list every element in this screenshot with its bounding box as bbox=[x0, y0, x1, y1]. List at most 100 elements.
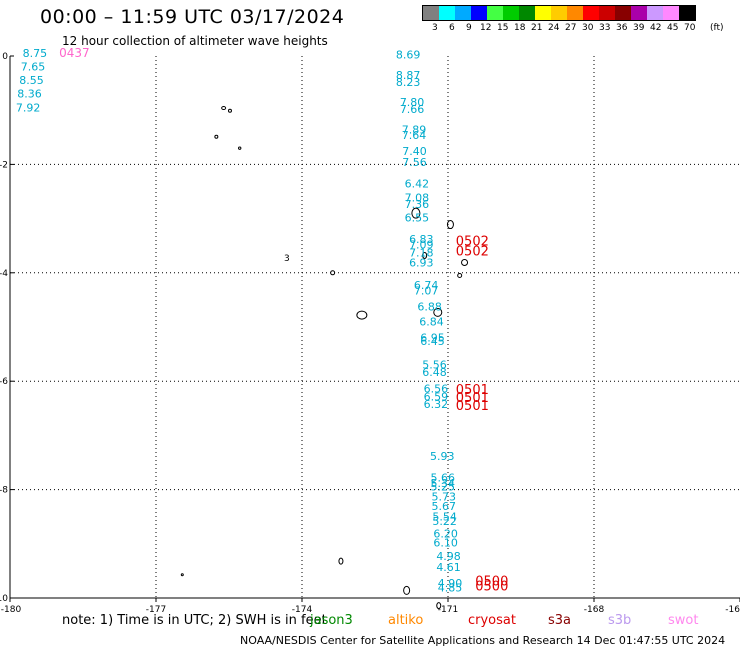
y-tick-label: -8 bbox=[0, 486, 8, 496]
legend-swatch bbox=[423, 6, 439, 20]
wave-height-label: 8.87 bbox=[396, 69, 421, 82]
map-title: 00:00 – 11:59 UTC 03/17/2024 bbox=[40, 6, 345, 28]
island-outline bbox=[330, 270, 336, 276]
wave-height-label: 5.93 bbox=[430, 450, 455, 463]
wave-height-label: 7.08 bbox=[405, 191, 430, 204]
legend-label: 36 bbox=[616, 23, 628, 33]
island-outline bbox=[238, 146, 242, 150]
legend-swatch bbox=[567, 6, 583, 20]
wave-height-label: 8.75 bbox=[23, 47, 48, 60]
island-outline bbox=[461, 259, 469, 267]
island-outline bbox=[446, 220, 454, 230]
wave-height-label: 6.93 bbox=[409, 256, 434, 269]
legend-unit: (ft) bbox=[710, 23, 724, 33]
wave-height-label: 7.09 bbox=[409, 238, 434, 251]
legend-swatch bbox=[679, 6, 695, 20]
island-outline bbox=[180, 573, 184, 577]
wave-height-label: 6.45 bbox=[420, 335, 445, 348]
legend-label: 39 bbox=[633, 23, 645, 33]
wave-height-label: 8.55 bbox=[19, 74, 44, 87]
island-outline bbox=[403, 585, 411, 595]
legend-swatch bbox=[663, 6, 679, 20]
wave-height-label: 6.55 bbox=[405, 211, 430, 224]
time-label: 0501 bbox=[456, 383, 489, 398]
y-tick-label: 0 bbox=[2, 52, 8, 62]
x-tick-label: -168 bbox=[584, 605, 605, 615]
legend-label: 6 bbox=[449, 23, 455, 33]
legend-label: 18 bbox=[514, 23, 526, 33]
island-outline bbox=[433, 307, 443, 317]
satellite-swot: swot bbox=[668, 613, 699, 628]
legend-labels: 3 6 9 12 15 18 21 24 27 30 33 36 39 42 45 70 (ft) bbox=[422, 21, 724, 35]
time-label: 0500 bbox=[475, 579, 508, 594]
wave-height-label: 5.66 bbox=[430, 471, 455, 484]
wave-height-label: 7.56 bbox=[402, 156, 427, 169]
wave-height-label: 6.32 bbox=[424, 398, 449, 411]
island-outline bbox=[356, 310, 368, 320]
wave-height-legend: 3 6 9 12 15 18 21 24 27 30 33 36 39 42 45 70 (ft) bbox=[422, 5, 724, 35]
satellite-s3b: s3b bbox=[608, 613, 632, 628]
wave-height-label: 7.92 bbox=[16, 101, 41, 114]
island-outline bbox=[411, 207, 421, 219]
time-label: 0500 bbox=[475, 575, 508, 590]
wave-height-label: 5.67 bbox=[431, 500, 456, 513]
wave-height-label: 8.23 bbox=[396, 76, 421, 89]
map-subtitle: 12 hour collection of altimeter wave hei… bbox=[62, 34, 328, 48]
wave-height-label: 7.80 bbox=[400, 96, 425, 109]
wave-height-label: 6.20 bbox=[433, 527, 458, 540]
legend-swatch bbox=[631, 6, 647, 20]
wave-height-label: 7.89 bbox=[402, 124, 427, 137]
legend-label: 30 bbox=[582, 23, 594, 33]
legend-label: 70 bbox=[684, 23, 696, 33]
credit-line: NOAA/NESDIS Center for Satellite Applica… bbox=[240, 634, 726, 647]
legend-label: 45 bbox=[667, 23, 679, 33]
satellite-s3a: s3a bbox=[548, 613, 572, 628]
x-tick-label: -180 bbox=[1, 605, 22, 615]
wave-height-label: 6.74 bbox=[414, 279, 439, 292]
island-outline bbox=[221, 106, 227, 111]
x-tick-label: -177 bbox=[146, 605, 166, 615]
wave-height-label: 4.61 bbox=[436, 561, 461, 574]
wave-height-label: 8.36 bbox=[17, 88, 42, 101]
legend-label: 21 bbox=[531, 23, 543, 33]
legend-swatch bbox=[615, 6, 631, 20]
legend-label: 24 bbox=[548, 23, 560, 33]
x-tick-label: -171 bbox=[438, 605, 458, 615]
island-outline bbox=[457, 273, 463, 279]
legend-label: 33 bbox=[599, 23, 611, 33]
island-outline bbox=[436, 602, 442, 610]
legend-swatch bbox=[439, 6, 455, 20]
legend-label: 27 bbox=[565, 23, 577, 33]
time-label: 0502 bbox=[456, 235, 489, 250]
satellite-cryosat: cryosat bbox=[468, 613, 516, 628]
wave-height-label: 6.48 bbox=[422, 366, 447, 379]
wave-height-label: 5.25 bbox=[430, 481, 455, 494]
wave-height-label: 6.59 bbox=[424, 391, 449, 404]
footer-note: note: 1) Time is in UTC; 2) SWH is in fe… bbox=[62, 613, 327, 628]
time-label-pink: 0437 bbox=[59, 46, 90, 60]
legend-label: 15 bbox=[497, 23, 509, 33]
wave-height-label: 5.54 bbox=[432, 510, 457, 523]
wave-height-label: 5.73 bbox=[431, 490, 456, 503]
island-outline bbox=[338, 557, 344, 565]
wave-height-label: 4.85 bbox=[438, 581, 463, 594]
island-outline bbox=[227, 108, 232, 113]
legend-swatch bbox=[599, 6, 615, 20]
wave-height-label: 6.84 bbox=[419, 315, 444, 328]
legend-label: 3 bbox=[432, 23, 438, 33]
satellite-altiko: altiko bbox=[388, 613, 424, 628]
wave-height-label: 6.95 bbox=[420, 332, 445, 345]
wave-height-label: 6.10 bbox=[433, 537, 458, 550]
wave-height-label: 8.69 bbox=[396, 49, 421, 62]
wave-height-label: 7.18 bbox=[409, 247, 434, 260]
island-outline bbox=[422, 251, 428, 259]
time-label: 0501 bbox=[456, 391, 489, 406]
wave-height-label: 6.83 bbox=[409, 233, 434, 246]
y-tick-label: -2 bbox=[0, 160, 8, 170]
wave-height-label: 5.56 bbox=[422, 359, 447, 372]
legend-swatch bbox=[583, 6, 599, 20]
legend-swatch bbox=[519, 6, 535, 20]
legend-swatch bbox=[551, 6, 567, 20]
legend-label: 12 bbox=[480, 23, 492, 33]
wave-height-label: 7.36 bbox=[405, 198, 430, 211]
